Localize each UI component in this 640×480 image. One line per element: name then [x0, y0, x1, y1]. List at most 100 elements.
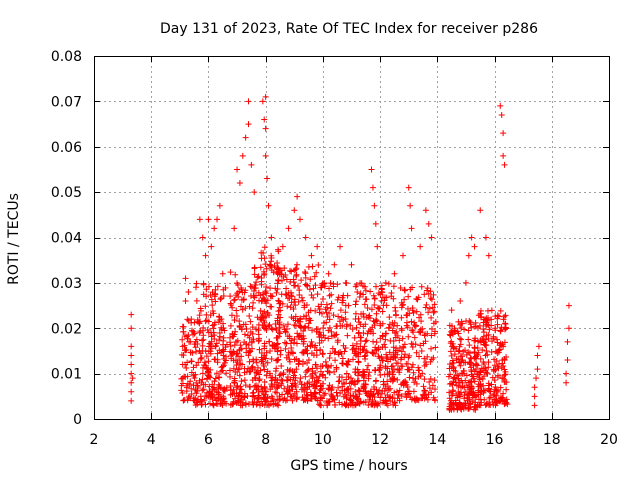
data-point: [289, 397, 296, 404]
data-point: [179, 323, 186, 330]
data-point: [347, 375, 354, 382]
data-point: [280, 322, 287, 329]
data-point: [343, 321, 350, 328]
data-point: [362, 287, 369, 294]
data-point: [304, 343, 311, 350]
data-point: [467, 355, 474, 362]
data-point: [476, 322, 483, 329]
data-point: [470, 394, 477, 401]
data-point: [503, 325, 509, 332]
data-point: [383, 330, 390, 337]
data-point: [486, 326, 493, 333]
data-point: [287, 278, 294, 285]
data-point: [214, 350, 221, 357]
x-tick-label: 8: [261, 432, 270, 448]
data-point: [374, 304, 381, 311]
data-point: [275, 265, 282, 272]
data-point: [399, 302, 406, 309]
data-point: [269, 374, 276, 381]
data-point: [293, 261, 300, 268]
data-point: [265, 323, 272, 330]
data-point: [369, 184, 376, 191]
data-point: [277, 314, 284, 321]
data-point: [409, 361, 416, 368]
data-point: [500, 316, 507, 323]
data-point: [264, 368, 271, 375]
data-point: [413, 380, 420, 387]
data-point: [204, 326, 211, 333]
data-point: [287, 393, 294, 400]
data-point: [228, 312, 235, 319]
data-point: [405, 333, 412, 340]
data-point: [393, 388, 400, 395]
data-point: [402, 351, 409, 358]
data-point: [208, 333, 215, 340]
data-point: [455, 356, 462, 363]
data-point: [256, 371, 263, 378]
data-point: [288, 314, 295, 321]
data-point: [260, 362, 267, 369]
data-point: [355, 351, 362, 358]
data-point: [398, 393, 405, 400]
data-point: [408, 318, 415, 325]
data-point: [203, 286, 210, 293]
data-point: [410, 369, 417, 376]
data-point: [345, 389, 352, 396]
data-point: [495, 349, 502, 356]
data-point: [355, 359, 362, 366]
data-point: [352, 316, 359, 323]
data-point: [298, 386, 305, 393]
data-point: [466, 396, 473, 403]
data-point: [354, 366, 361, 373]
data-point: [273, 289, 280, 296]
data-point: [242, 321, 249, 328]
data-point: [237, 303, 244, 310]
data-point: [262, 355, 269, 362]
data-point: [198, 379, 205, 386]
data-point: [268, 393, 275, 400]
data-point: [236, 347, 243, 354]
data-point: [314, 243, 321, 250]
data-point: [483, 369, 490, 376]
data-point: [413, 349, 420, 356]
data-point: [294, 330, 301, 337]
data-point: [275, 382, 282, 389]
data-point: [179, 375, 186, 382]
data-point: [349, 356, 356, 363]
data-point: [200, 336, 207, 343]
data-point: [268, 267, 275, 274]
data-point: [261, 271, 268, 278]
data-point: [286, 358, 293, 365]
data-point: [243, 325, 250, 332]
data-point: [228, 349, 235, 356]
data-point: [355, 377, 362, 384]
data-point: [494, 399, 501, 406]
data-point: [274, 384, 281, 391]
data-point: [252, 282, 259, 289]
data-point: [216, 374, 223, 381]
data-point: [565, 325, 572, 332]
data-point: [468, 355, 475, 362]
data-point: [200, 324, 207, 331]
data-point: [281, 339, 288, 346]
data-point: [494, 321, 501, 328]
data-point: [375, 353, 382, 360]
data-point: [290, 282, 297, 289]
data-point: [328, 300, 335, 307]
data-point: [334, 339, 341, 346]
data-point: [405, 390, 412, 397]
data-point: [477, 368, 484, 375]
data-point: [417, 342, 424, 349]
data-point: [411, 379, 418, 386]
data-point: [355, 330, 362, 337]
data-point: [253, 279, 260, 286]
data-point: [389, 375, 396, 382]
data-point: [401, 286, 408, 293]
data-point: [329, 396, 336, 403]
data-point: [404, 311, 411, 318]
axis-ticks: 2 4 6 8 10 12 14 16 18 20 0 0.01 0.02 0.03 0.04 0.05 0.0…: [51, 49, 618, 448]
data-point: [322, 334, 329, 341]
data-point: [345, 402, 352, 409]
data-point: [205, 370, 212, 377]
data-point: [467, 389, 474, 396]
